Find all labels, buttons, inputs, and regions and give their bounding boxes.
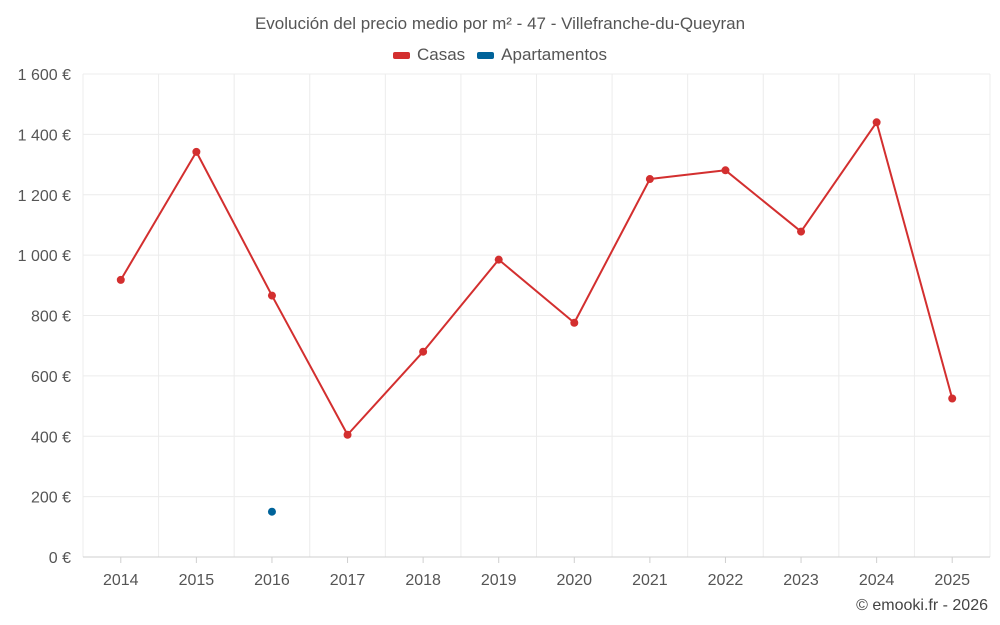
x-tick-label: 2023 [783,572,819,589]
x-tick-label: 2016 [254,572,290,589]
legend-label-apartamentos: Apartamentos [501,45,608,64]
x-tick-label: 2018 [405,572,441,589]
legend-swatch-casas [392,51,410,59]
data-point-casas [645,175,654,184]
chart-title: Evolución del precio medio por m² - 47 -… [254,14,746,33]
x-tick-label: 2020 [556,572,592,589]
y-tick-label: 1 400 € [18,127,71,144]
x-tick-label: 2021 [632,572,668,589]
x-tick-label: 2014 [103,572,139,589]
data-point-casas [343,430,352,439]
x-tick-label: 2022 [708,572,744,589]
data-point-casas [116,275,125,284]
y-tick-label: 1 000 € [18,248,71,265]
data-point-casas [721,166,730,175]
data-point-casas [872,118,881,127]
data-point-casas [494,255,503,264]
y-tick-label: 600 € [31,369,71,386]
legend-label-casas: Casas [416,45,466,64]
x-tick-label: 2025 [934,572,970,589]
y-tick-label: 1 600 € [18,67,71,84]
x-tick-label: 2017 [330,572,366,589]
y-tick-label: 400 € [31,429,71,446]
data-point-casas [797,227,806,236]
data-point-casas [570,318,579,327]
data-point-casas [192,147,201,156]
legend-item-casas[interactable]: Casas [392,45,466,65]
data-point-apartamentos [267,507,276,516]
legend-swatch-apartamentos [477,51,495,59]
y-tick-label: 1 200 € [18,188,71,205]
data-point-casas [948,394,957,403]
series-line-casas [119,121,954,436]
x-tick-label: 2024 [859,572,895,589]
chart-legend: Casas Apartamentos [0,45,1000,65]
x-tick-label: 2015 [179,572,215,589]
y-tick-label: 0 € [49,550,71,567]
credit-text: © emooki.fr - 2026 [856,597,988,614]
data-point-casas [419,347,428,356]
x-tick-label: 2019 [481,572,517,589]
legend-item-apartamentos[interactable]: Apartamentos [477,45,607,65]
data-point-casas [267,291,276,300]
y-tick-label: 800 € [31,309,71,326]
y-tick-label: 200 € [31,490,71,507]
